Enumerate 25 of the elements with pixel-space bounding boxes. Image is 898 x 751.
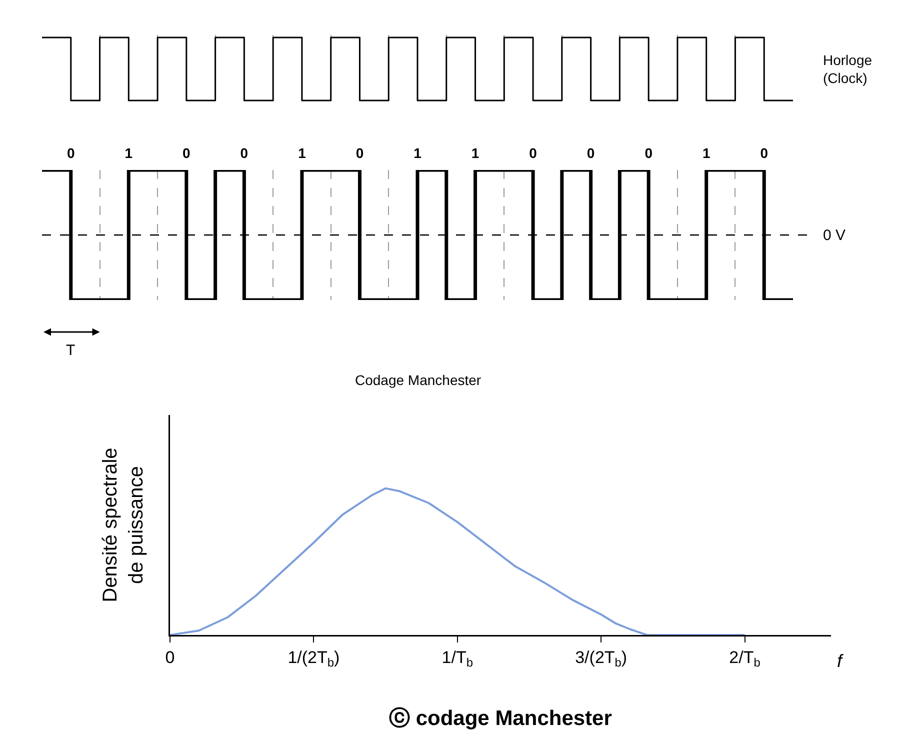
- x-tick-label: 0: [644, 145, 653, 162]
- x-tick-label: 0: [66, 145, 75, 162]
- x-tick-label: 1/T$_{b}$: [442, 648, 474, 670]
- y-axis-title: Densité spectrale de puissance: [99, 448, 148, 602]
- x-tick-label: 0: [529, 145, 538, 162]
- text: Horloge (Clock): [823, 52, 872, 86]
- x-tick-label: 1: [702, 145, 710, 162]
- text: ⓒ codage Manchester: [389, 707, 612, 730]
- x-tick-label: 0: [586, 145, 595, 162]
- x-tick-label: 0: [356, 145, 364, 162]
- x-axis-title: T: [66, 342, 76, 359]
- text: Codage Manchester: [355, 372, 482, 388]
- x-tick-label: 1/(2T$_{b}$): [288, 648, 340, 670]
- x-tick-label: 1: [124, 145, 133, 162]
- x-tick-label: 0: [760, 145, 768, 162]
- x-tick-label: 1: [471, 145, 480, 162]
- x-tick-label: 3/(2T$_{b}$): [575, 648, 628, 670]
- x-tick-label: 1: [414, 145, 422, 162]
- x-tick-label: 0: [240, 145, 248, 162]
- ref-line-label: 0 V: [823, 227, 846, 244]
- x-tick-label: 1: [298, 145, 306, 162]
- x-axis-title: f: [837, 651, 844, 671]
- x-tick-label: 0: [165, 648, 175, 667]
- x-tick-label: 0: [182, 145, 191, 162]
- x-tick-label: 2/T$_{b}$: [729, 648, 761, 670]
